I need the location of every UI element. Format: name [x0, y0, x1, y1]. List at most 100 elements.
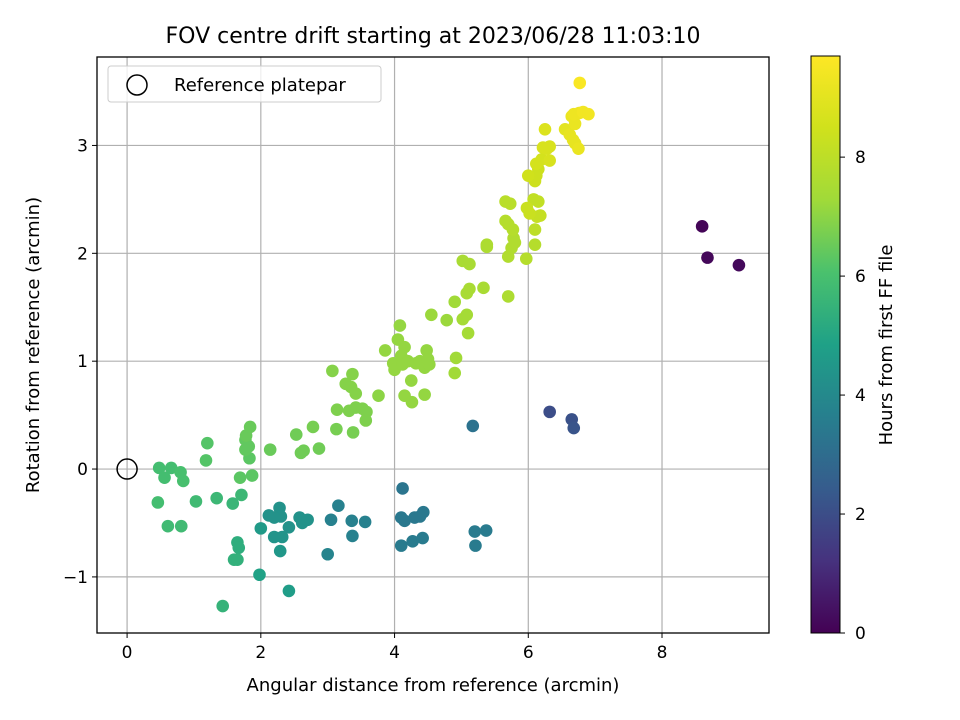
data-point — [695, 220, 709, 233]
data-point — [543, 140, 556, 153]
data-point — [466, 419, 480, 433]
data-point — [573, 76, 587, 90]
data-point — [508, 236, 522, 249]
data-point — [321, 547, 334, 561]
data-point — [346, 426, 360, 439]
data-point — [174, 519, 188, 533]
data-point — [421, 352, 435, 366]
data-point — [151, 496, 165, 509]
data-point — [326, 364, 339, 378]
data-point — [572, 142, 585, 155]
data-point — [521, 169, 535, 182]
data-points — [151, 76, 746, 613]
data-point — [245, 469, 259, 482]
legend-marker-icon — [126, 74, 148, 96]
data-point — [448, 366, 462, 380]
data-point — [440, 313, 454, 327]
colorbar-tick-label: 6 — [855, 267, 866, 287]
data-point — [468, 525, 482, 538]
data-point — [330, 403, 344, 417]
colorbar-tick-label: 8 — [855, 148, 866, 168]
data-point — [235, 488, 248, 502]
y-axis-ticks: −1 0 1 2 3 — [63, 136, 97, 588]
data-point — [568, 117, 582, 131]
data-point — [232, 541, 246, 555]
data-point — [463, 257, 476, 271]
data-point — [201, 436, 214, 450]
x-axis-ticks: 0 2 4 6 8 — [122, 633, 667, 663]
data-point — [233, 471, 247, 484]
data-point — [479, 524, 493, 537]
data-point — [503, 197, 517, 210]
data-point — [394, 539, 408, 552]
data-point — [460, 308, 474, 322]
data-point — [345, 514, 359, 528]
data-point — [538, 122, 552, 136]
data-point — [152, 461, 166, 475]
data-point — [534, 209, 547, 222]
data-point — [267, 511, 281, 524]
y-tick-label: 1 — [77, 352, 88, 372]
data-point — [425, 308, 438, 322]
x-tick-label: 4 — [389, 643, 400, 663]
data-point — [359, 414, 373, 427]
data-point — [463, 282, 476, 296]
colorbar-tick-label: 4 — [855, 386, 866, 406]
data-point — [398, 514, 411, 528]
x-tick-label: 2 — [255, 643, 266, 663]
data-point — [418, 388, 431, 401]
data-point — [346, 367, 359, 381]
colorbar-tick-label: 0 — [855, 624, 866, 644]
data-point — [405, 395, 419, 409]
data-point — [378, 344, 392, 357]
data-point — [404, 374, 418, 387]
data-point — [519, 252, 533, 266]
x-axis-label: Angular distance from reference (arcmin) — [247, 675, 620, 696]
data-point — [254, 522, 268, 535]
data-point — [332, 499, 345, 513]
data-point — [210, 491, 223, 505]
data-point — [242, 440, 256, 453]
legend: Reference platepar — [107, 65, 382, 103]
data-point — [567, 421, 581, 435]
data-point — [243, 420, 257, 434]
data-point — [532, 195, 545, 208]
data-point — [417, 505, 430, 519]
y-tick-label: 3 — [77, 136, 88, 156]
reference-platepar-marker — [116, 458, 138, 480]
data-point — [226, 497, 240, 510]
data-point — [282, 584, 296, 598]
colorbar-gradient — [810, 55, 841, 634]
data-point — [506, 223, 520, 236]
data-point — [216, 599, 230, 613]
data-point — [477, 281, 490, 295]
data-point — [448, 295, 462, 309]
data-point — [199, 454, 213, 467]
data-point — [312, 442, 326, 455]
y-axis-label: Rotation from reference (arcmin) — [23, 197, 44, 493]
x-tick-label: 6 — [523, 643, 534, 663]
colorbar-ticks: 0 2 4 6 8 — [840, 148, 866, 644]
data-point — [358, 515, 372, 529]
data-point — [324, 513, 338, 527]
data-point — [275, 530, 289, 544]
data-point — [406, 535, 419, 548]
data-point — [372, 389, 385, 402]
colorbar-label: Hours from first FF file — [876, 245, 897, 446]
data-point — [282, 520, 296, 534]
data-point — [398, 340, 411, 354]
data-point — [528, 223, 542, 236]
data-point — [330, 422, 343, 436]
y-tick-label: 2 — [77, 244, 88, 264]
data-point — [273, 544, 287, 558]
data-point — [523, 207, 536, 220]
data-point — [346, 529, 359, 543]
y-tick-label: −1 — [63, 568, 88, 588]
data-point — [297, 444, 310, 458]
data-point — [480, 238, 494, 251]
data-point — [469, 539, 482, 552]
data-point — [449, 351, 463, 365]
x-tick-label: 0 — [122, 643, 133, 663]
data-point — [289, 428, 303, 441]
